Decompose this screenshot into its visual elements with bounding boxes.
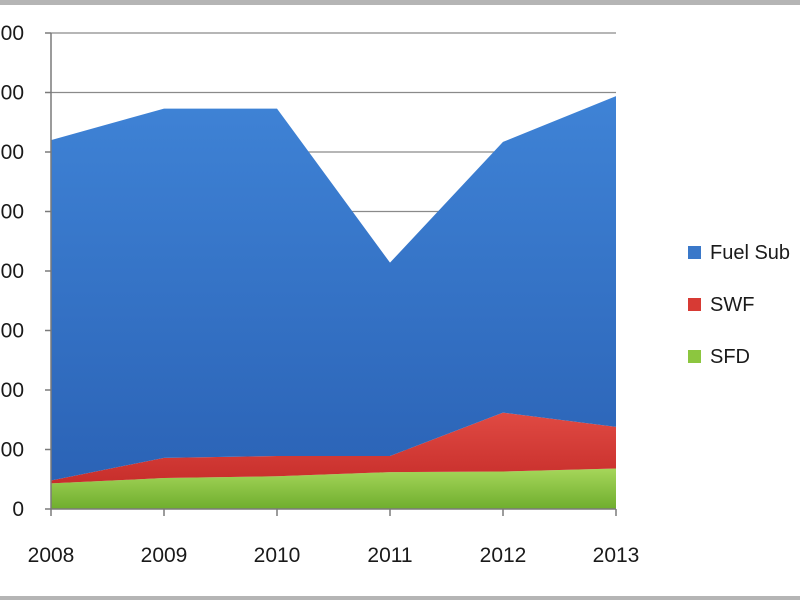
x-tick-label: 2011: [367, 544, 412, 567]
legend-swatch-swf: [688, 298, 701, 311]
y-tick-label: 00: [1, 260, 24, 283]
series-areas: [51, 96, 616, 509]
legend-label: SFD: [710, 346, 750, 368]
area-fuel-sub: [51, 96, 616, 481]
y-tick-label: 00: [1, 439, 24, 462]
x-tick-label: 2010: [254, 544, 301, 567]
legend-label: SWF: [710, 294, 755, 316]
x-tick-labels: 2008 2009 2010 2011 2012 2013: [28, 544, 640, 567]
area-sfd: [51, 468, 616, 509]
y-tick-label: 0: [12, 498, 24, 521]
x-tick-label: 2012: [480, 544, 527, 567]
legend-swatch-fuel-sub: [688, 246, 701, 259]
y-tick-label: 00: [1, 379, 24, 402]
y-tick-label: 00: [1, 22, 24, 45]
legend-label: Fuel Sub: [710, 242, 791, 264]
y-tick-label: 00: [1, 201, 24, 224]
y-tick-label: 00: [1, 320, 24, 343]
area-swf: [51, 412, 616, 484]
y-tick-label: 00: [1, 82, 24, 105]
x-tick-label: 2013: [593, 544, 640, 567]
x-tick-label: 2009: [141, 544, 188, 567]
axes: [45, 32, 617, 516]
x-tick-label: 2008: [28, 544, 75, 567]
legend-swatch-sfd: [688, 350, 701, 363]
y-tick-label: 00: [1, 141, 24, 164]
